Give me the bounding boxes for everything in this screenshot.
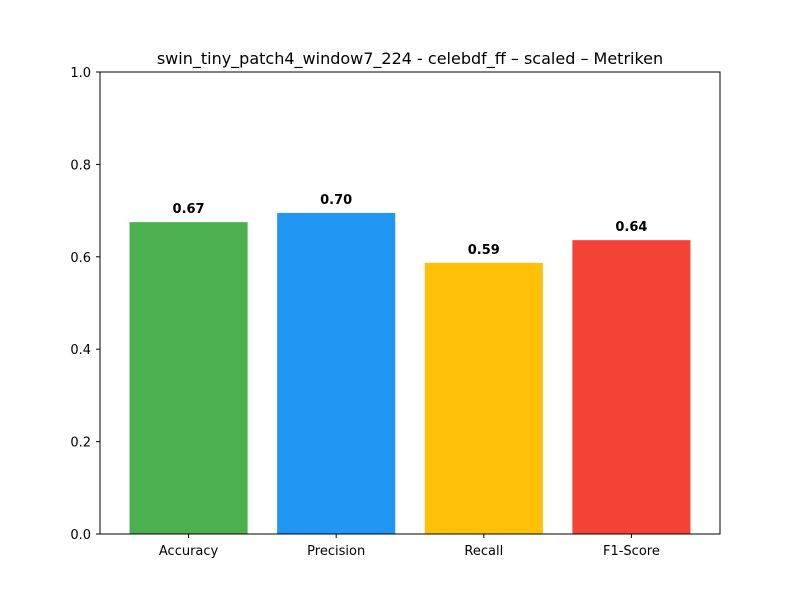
- value-label: 0.67: [173, 202, 205, 217]
- bar-f1-score: [572, 240, 691, 534]
- value-labels: 0.67 0.70 0.59 0.64: [173, 193, 648, 258]
- chart-title: swin_tiny_patch4_window7_224 - celebdf_f…: [157, 49, 663, 69]
- bar-precision: [277, 212, 396, 534]
- x-axis: Accuracy Precision Recall F1-Score: [159, 534, 660, 559]
- x-tick-label: Accuracy: [159, 544, 219, 559]
- y-tick-label: 0.6: [70, 251, 91, 266]
- x-tick-label: Precision: [307, 544, 365, 559]
- y-axis: 0.0 0.2 0.4 0.6 0.8 1.0: [70, 66, 100, 543]
- x-tick-label: Recall: [464, 544, 503, 559]
- y-tick-label: 1.0: [70, 66, 91, 81]
- plot-frame: [99, 71, 721, 535]
- y-tick-label: 0.4: [70, 343, 91, 358]
- x-tick-label: F1-Score: [603, 544, 660, 559]
- y-tick-label: 0.8: [70, 158, 91, 173]
- value-label: 0.64: [615, 220, 647, 235]
- axes-layer: [99, 71, 721, 535]
- value-label: 0.59: [468, 243, 500, 258]
- value-label: 0.70: [320, 193, 352, 208]
- bars-layer: [129, 212, 691, 534]
- y-tick-label: 0.0: [70, 528, 91, 543]
- bar-accuracy: [129, 222, 248, 534]
- y-tick-label: 0.2: [70, 436, 91, 451]
- bar-recall: [424, 262, 543, 534]
